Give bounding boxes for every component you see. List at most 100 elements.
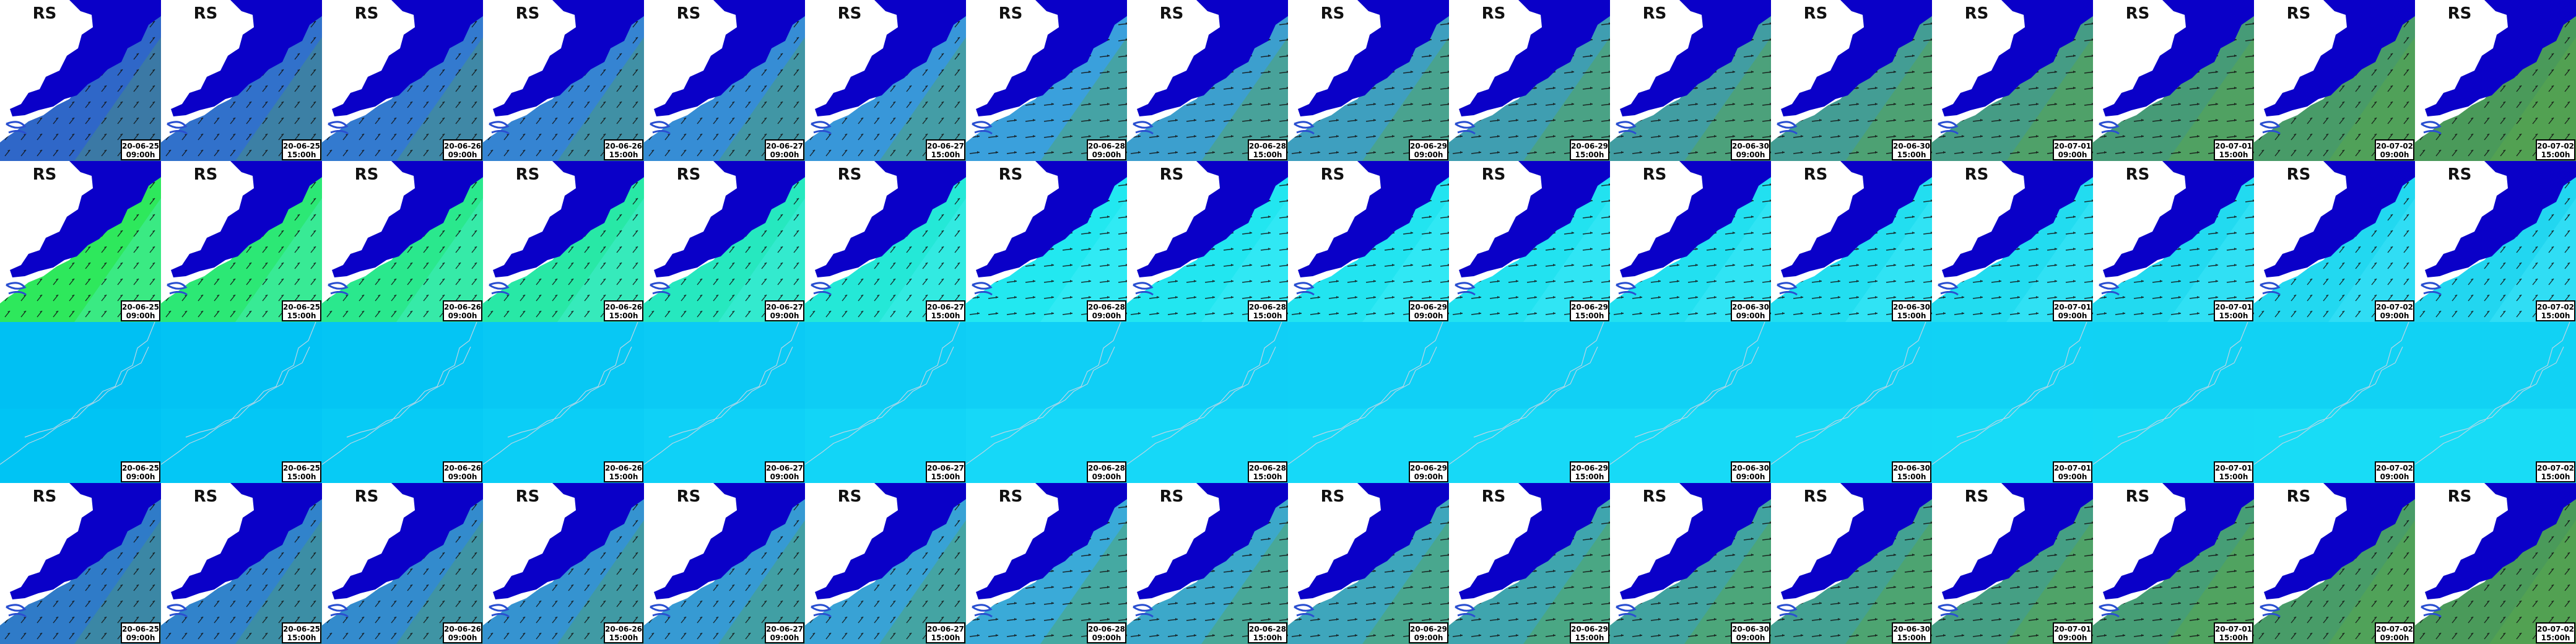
date-label: 20-06-28 — [1249, 303, 1286, 311]
date-label: 20-07-02 — [2376, 625, 2413, 633]
time-label: 09:00h — [2380, 311, 2409, 320]
time-label: 15:00h — [2219, 633, 2248, 642]
region-label: RS — [1321, 4, 1345, 23]
date-label: 20-07-01 — [2054, 303, 2091, 311]
date-label: 20-06-29 — [1571, 142, 1608, 150]
time-label: 15:00h — [2541, 311, 2570, 320]
date-box — [2536, 139, 2575, 160]
region-label: RS — [1160, 487, 1184, 506]
date-label: 20-06-26 — [605, 142, 642, 150]
date-box — [2053, 622, 2092, 643]
region-label: RS — [1160, 4, 1184, 23]
date-label: 20-06-25 — [122, 303, 159, 311]
date-box — [121, 139, 160, 160]
sea-shade — [2093, 322, 2254, 409]
date-box — [1248, 139, 1287, 160]
date-label: 20-07-01 — [2054, 625, 2091, 633]
date-label: 20-06-30 — [1893, 142, 1930, 150]
date-box — [2375, 300, 2414, 321]
time-label: 15:00h — [609, 472, 638, 481]
date-box — [2053, 300, 2092, 321]
region-label: RS — [999, 4, 1023, 23]
date-label: 20-06-25 — [283, 464, 320, 472]
date-label: 20-07-02 — [2537, 303, 2574, 311]
date-box — [2536, 300, 2575, 321]
time-label: 09:00h — [2058, 633, 2087, 642]
sea-shade — [2415, 322, 2576, 409]
date-box — [1570, 622, 1609, 643]
region-label: RS — [516, 487, 540, 506]
time-label: 09:00h — [448, 150, 477, 159]
date-box — [2536, 622, 2575, 643]
region-label: RS — [33, 4, 57, 23]
date-box — [443, 622, 482, 643]
sea-shade — [1932, 322, 2093, 409]
time-label: 15:00h — [2541, 633, 2570, 642]
time-label: 09:00h — [1736, 311, 1765, 320]
date-box — [2375, 622, 2414, 643]
date-label: 20-06-26 — [605, 303, 642, 311]
date-box — [443, 461, 482, 482]
time-label: 15:00h — [1897, 633, 1926, 642]
date-label: 20-06-28 — [1088, 625, 1125, 633]
date-label: 20-06-30 — [1732, 303, 1769, 311]
date-box — [604, 622, 643, 643]
time-label: 09:00h — [448, 633, 477, 642]
date-label: 20-06-26 — [444, 464, 481, 472]
date-box — [1731, 139, 1770, 160]
date-label: 20-07-02 — [2537, 625, 2574, 633]
region-label: RS — [999, 487, 1023, 506]
region-label: RS — [838, 487, 862, 506]
date-label: 20-06-28 — [1249, 142, 1286, 150]
region-label: RS — [33, 165, 57, 184]
date-box — [765, 461, 804, 482]
time-label: 09:00h — [126, 150, 155, 159]
time-label: 15:00h — [1253, 311, 1282, 320]
region-label: RS — [194, 165, 218, 184]
date-label: 20-06-28 — [1088, 303, 1125, 311]
sea-shade — [1127, 322, 1288, 409]
region-label: RS — [2287, 165, 2311, 184]
time-label: 09:00h — [2058, 311, 2087, 320]
time-label: 09:00h — [2058, 472, 2087, 481]
date-box — [1570, 461, 1609, 482]
date-box — [121, 622, 160, 643]
date-box — [1409, 300, 1448, 321]
time-label: 15:00h — [2219, 150, 2248, 159]
time-label: 09:00h — [126, 472, 155, 481]
date-label: 20-06-26 — [444, 303, 481, 311]
date-label: 20-06-29 — [1410, 142, 1447, 150]
region-label: RS — [1160, 165, 1184, 184]
time-label: 15:00h — [287, 150, 316, 159]
region-label: RS — [677, 165, 701, 184]
time-label: 09:00h — [1414, 150, 1443, 159]
date-box — [1892, 622, 1931, 643]
date-label: 20-06-26 — [605, 625, 642, 633]
